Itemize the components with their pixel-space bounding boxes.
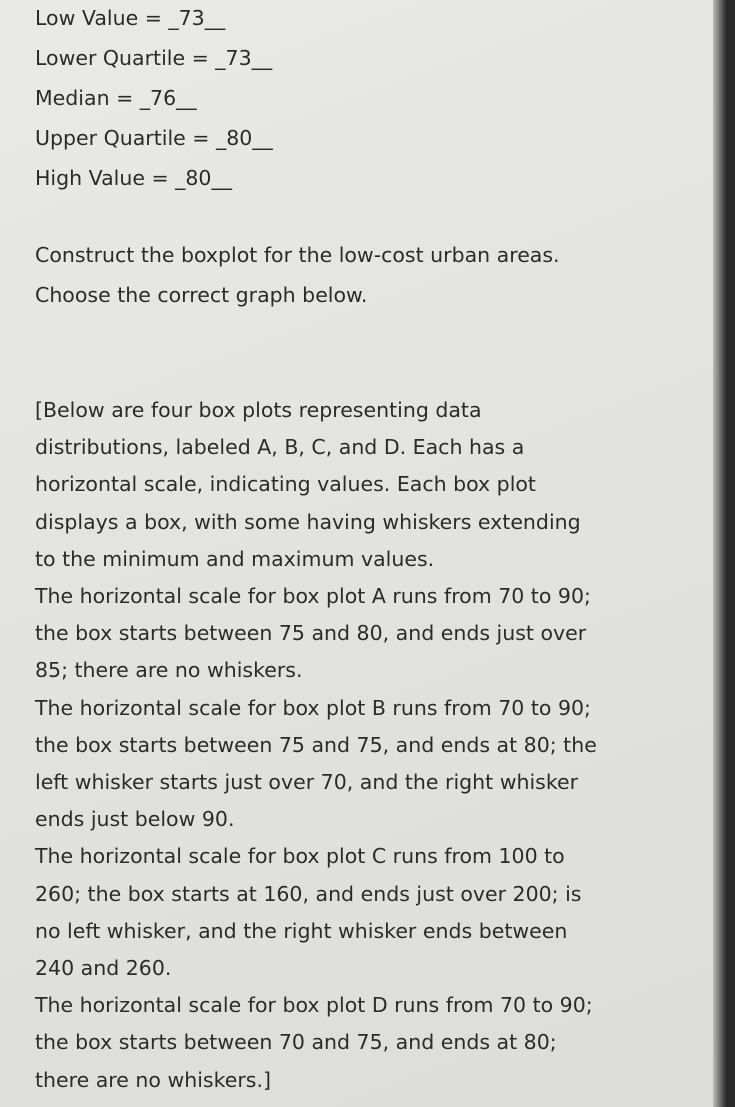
description-line: the box starts between 70 and 75, and en…	[35, 1030, 557, 1055]
description-line: [Below are four box plots representing d…	[35, 398, 482, 422]
description-line: The horizontal scale for box plot B runs…	[35, 695, 591, 720]
description-line: the box starts between 75 and 80, and en…	[35, 621, 587, 646]
description-line: displays a box, with some having whisker…	[35, 509, 581, 534]
description-line: distributions, labeled A, B, C, and D. E…	[35, 435, 525, 460]
given-value: Lower Quartile = _73__	[35, 46, 273, 70]
given-value: High Value = _80__	[35, 166, 232, 190]
given-value: Median = _76__	[35, 86, 197, 110]
given-value: Upper Quartile = _80__	[35, 126, 273, 150]
description-line: The horizontal scale for box plot A runs…	[35, 584, 591, 608]
description-line: ends just below 90.	[35, 807, 235, 832]
instruction: Construct the boxplot for the low-cost u…	[35, 243, 560, 267]
description-line: left whisker starts just over 70, and th…	[35, 770, 579, 794]
description-line: 240 and 260.	[35, 956, 172, 980]
description-line: The horizontal scale for box plot D runs…	[35, 993, 593, 1018]
description-line: 260; the box starts at 160, and ends jus…	[35, 881, 582, 906]
given-value: Low Value = _73__	[35, 6, 226, 30]
instruction: Choose the correct graph below.	[35, 283, 368, 307]
description-line: the box starts between 75 and 75, and en…	[35, 732, 597, 757]
description-line: The horizontal scale for box plot C runs…	[35, 844, 565, 869]
description-line: no left whisker, and the right whisker e…	[35, 918, 568, 943]
description-line: horizontal scale, indicating values. Eac…	[35, 472, 536, 497]
screen-edge	[713, 0, 735, 1107]
description-line: 85; there are no whiskers.	[35, 658, 303, 683]
description-line: there are no whiskers.]	[35, 1067, 271, 1092]
description-line: to the minimum and maximum values.	[35, 546, 435, 571]
